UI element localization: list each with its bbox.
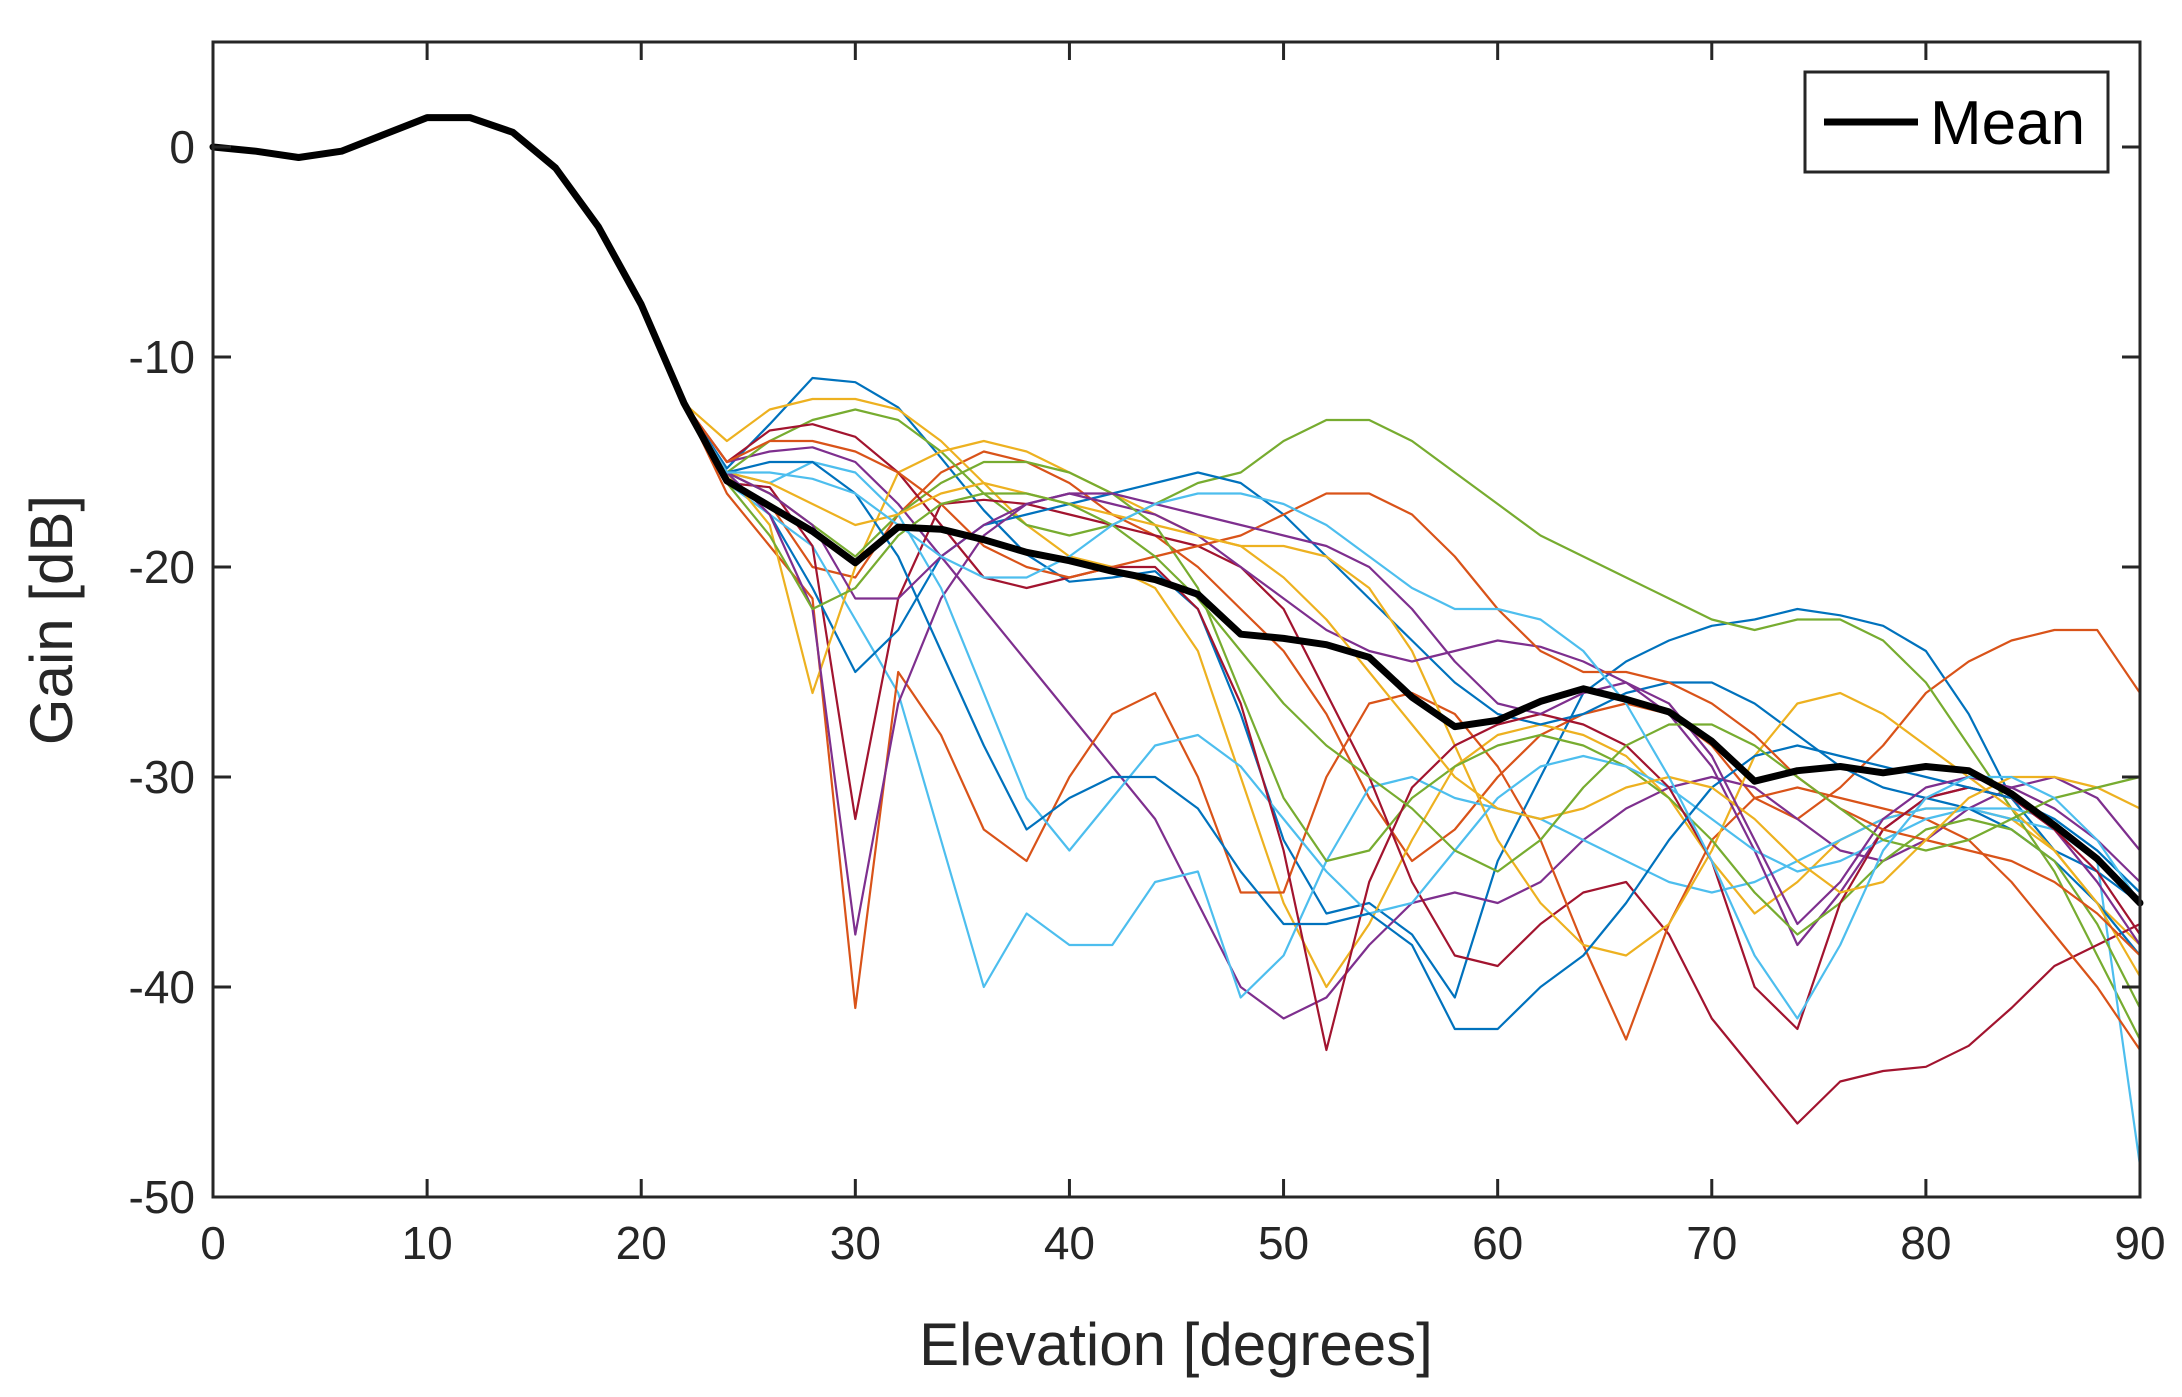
x-tick-label: 90 [2114,1217,2165,1269]
mean-line-layer [209,114,2144,907]
y-tick-label: 0 [169,121,195,173]
x-tick-label: 30 [830,1217,881,1269]
x-tick-label: 0 [200,1217,226,1269]
y-tick-label: -40 [129,961,195,1013]
x-tick-label: 50 [1258,1217,1309,1269]
axis-ticks: 0 10 20 30 40 50 60 70 80 90 0 -10 -20 -30 -40 -50 [129,42,2166,1269]
legend-mean-label: Mean [1930,89,2085,158]
y-tick-label: -20 [129,541,195,593]
x-tick-label: 80 [1900,1217,1951,1269]
x-tick-label: 60 [1472,1217,1523,1269]
legend: Mean [1803,70,2110,174]
x-tick-label: 40 [1044,1217,1095,1269]
y-tick-label: -30 [129,751,195,803]
plot-area-frame [211,40,2142,1199]
y-tick-label: -10 [129,331,195,383]
y-tick-label: -50 [129,1171,195,1223]
y-axis-label: Gain [dB] [18,495,85,745]
x-tick-label: 70 [1686,1217,1737,1269]
mean-line [209,114,2144,907]
x-tick-label: 20 [616,1217,667,1269]
x-axis-label: Elevation [degrees] [919,1311,1433,1378]
x-tick-label: 10 [402,1217,453,1269]
